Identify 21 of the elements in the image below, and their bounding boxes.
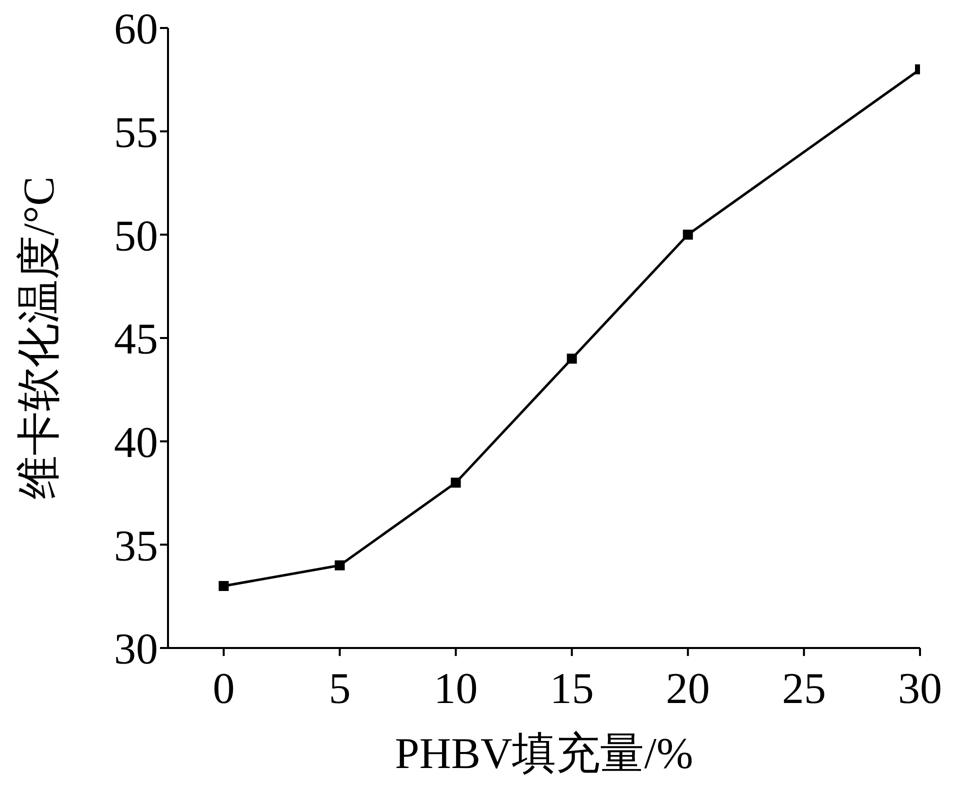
- point: [566, 354, 577, 364]
- y-tick-label: 30: [114, 624, 158, 674]
- y-axis-title: 维卡软化温度/°C: [14, 176, 64, 500]
- y-tick-label: 40: [114, 418, 158, 467]
- x-axis-title: PHBV填充量/%: [394, 729, 694, 778]
- x-tick-label: 0: [212, 664, 235, 714]
- point: [450, 478, 461, 488]
- x-tick-label: 15: [550, 664, 594, 714]
- y-tick-label: 55: [114, 108, 158, 157]
- y-tick-label: 50: [114, 211, 158, 260]
- point: [218, 581, 229, 591]
- point: [682, 230, 693, 240]
- x-tick-label: 5: [328, 664, 351, 714]
- x-tick-label: 20: [666, 664, 710, 714]
- y-tick-label: 60: [114, 4, 158, 54]
- x-tick-label: 30: [898, 664, 942, 714]
- y-tick-label: 45: [114, 314, 158, 364]
- point: [334, 560, 345, 570]
- y-tick-label: 35: [114, 521, 158, 570]
- x-tick-label: 10: [434, 664, 478, 714]
- x-tick-label: 25: [782, 664, 826, 714]
